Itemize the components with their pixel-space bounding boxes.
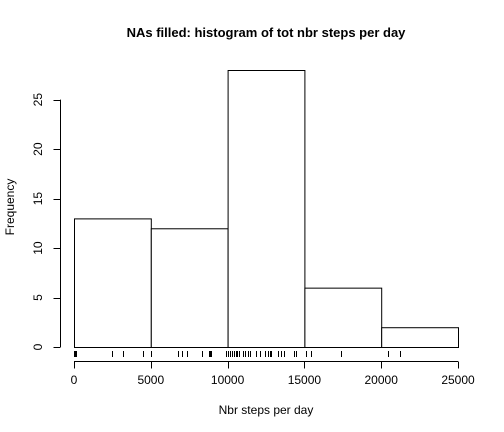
- chart-title: NAs filled: histogram of tot nbr steps p…: [127, 25, 407, 40]
- y-tick-label: 20: [31, 142, 45, 156]
- y-axis: 0 5 10 15 20 25: [31, 93, 61, 350]
- histogram-bar: [227, 70, 306, 348]
- x-tick-label: 20000: [365, 373, 399, 387]
- x-tick-label: 25000: [441, 373, 475, 387]
- histogram-bars: [74, 70, 460, 349]
- x-tick-label: 0: [71, 373, 78, 387]
- histogram-bar: [381, 327, 460, 349]
- x-tick-label: 5000: [137, 373, 164, 387]
- y-tick-label: 25: [31, 93, 45, 107]
- y-tick-label: 15: [31, 192, 45, 206]
- y-tick-label: 10: [31, 241, 45, 255]
- histogram-bar: [304, 287, 383, 348]
- histogram-bar: [74, 218, 152, 348]
- y-tick-label: 0: [31, 343, 45, 350]
- y-axis-label: Frequency: [3, 179, 17, 236]
- histogram-bar: [150, 228, 229, 349]
- x-tick-label: 15000: [288, 373, 322, 387]
- x-axis: 0 5000 10000 15000 20000 25000: [71, 361, 475, 387]
- x-axis-label: Nbr steps per day: [219, 403, 314, 417]
- rug-marks: [74, 351, 401, 357]
- x-tick-label: 10000: [211, 373, 245, 387]
- y-tick-label: 5: [31, 294, 45, 301]
